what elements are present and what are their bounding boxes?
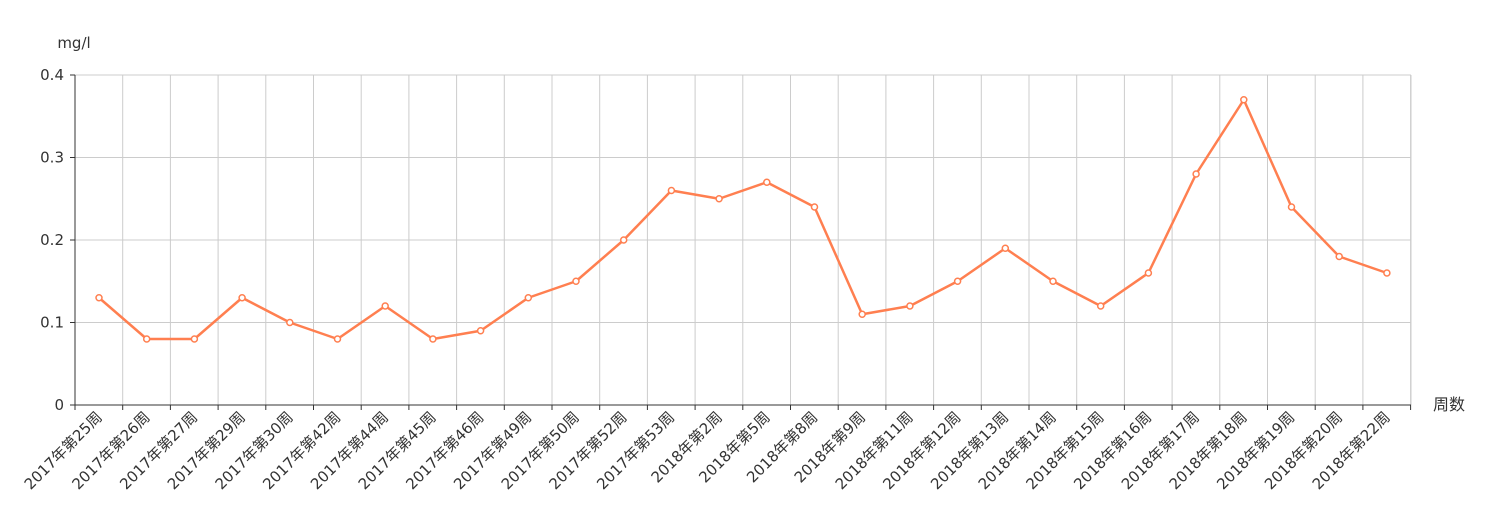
- data-point[interactable]: [381, 302, 389, 310]
- data-point[interactable]: [1335, 252, 1343, 261]
- x-tick-labels: 2017年第25周2017年第26周2017年第27周2017年第29周2017…: [21, 408, 1394, 493]
- data-point[interactable]: [810, 203, 819, 211]
- data-point[interactable]: [95, 294, 103, 302]
- data-point[interactable]: [667, 186, 676, 195]
- data-point[interactable]: [1287, 203, 1296, 211]
- data-point[interactable]: [906, 302, 914, 310]
- y-tick-label: 0.3: [40, 149, 64, 167]
- axes: mg/l 周数: [57, 34, 1465, 414]
- data-point[interactable]: [1383, 269, 1391, 277]
- data-point[interactable]: [524, 294, 533, 302]
- data-point[interactable]: [333, 335, 342, 343]
- data-points: [95, 96, 1391, 343]
- y-axis-label: mg/l: [57, 34, 90, 52]
- data-point[interactable]: [476, 327, 485, 335]
- data-point[interactable]: [1049, 277, 1057, 285]
- data-point[interactable]: [142, 335, 151, 343]
- y-tick-label: 0.4: [40, 66, 64, 84]
- data-point[interactable]: [238, 294, 246, 302]
- x-axis-label: 周数: [1433, 395, 1465, 414]
- y-tick-label: 0: [54, 396, 64, 414]
- data-point[interactable]: [1192, 170, 1200, 178]
- data-point[interactable]: [1001, 244, 1010, 252]
- data-point[interactable]: [858, 310, 866, 318]
- series-line: [98, 98, 1388, 341]
- y-tick-label: 0.2: [40, 231, 64, 249]
- data-point[interactable]: [1144, 269, 1153, 277]
- data-point[interactable]: [429, 335, 437, 343]
- data-point[interactable]: [1240, 96, 1248, 104]
- y-tick-labels: 0 0.1 0.2 0.3 0.4: [40, 66, 64, 414]
- series-line: [98, 98, 1388, 341]
- data-point[interactable]: [190, 335, 199, 343]
- data-point[interactable]: [286, 318, 294, 327]
- grid: [75, 74, 1412, 405]
- data-point[interactable]: [763, 178, 771, 186]
- data-point[interactable]: [715, 195, 723, 203]
- data-point[interactable]: [1096, 302, 1105, 310]
- y-tick-label: 0.1: [40, 314, 64, 332]
- data-point[interactable]: [619, 236, 628, 244]
- data-point[interactable]: [572, 277, 580, 285]
- data-point[interactable]: [953, 277, 962, 285]
